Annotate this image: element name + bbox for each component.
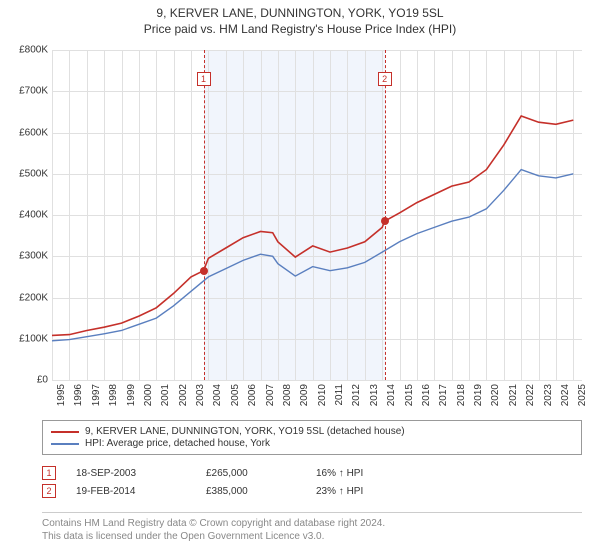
- sale-row: 2 19-FEB-2014 £385,000 23% ↑ HPI: [42, 484, 582, 498]
- x-axis-label: 2009: [299, 384, 310, 406]
- x-axis-label: 2004: [212, 384, 223, 406]
- x-axis-label: 2013: [369, 384, 380, 406]
- x-axis-label: 2008: [282, 384, 293, 406]
- y-axis-label: £400K: [0, 210, 48, 221]
- x-axis-label: 2021: [508, 384, 519, 406]
- x-axis-label: 2001: [160, 384, 171, 406]
- x-axis-label: 2006: [247, 384, 258, 406]
- sale-marker-dot: [381, 217, 389, 225]
- sale-delta: 23% ↑ HPI: [316, 486, 406, 497]
- sale-date: 19-FEB-2014: [76, 486, 186, 497]
- x-axis-label: 1999: [126, 384, 137, 406]
- x-axis-label: 2014: [386, 384, 397, 406]
- x-axis-label: 1995: [56, 384, 67, 406]
- x-axis-label: 2025: [577, 384, 588, 406]
- y-axis-label: £700K: [0, 86, 48, 97]
- footer-line2: This data is licensed under the Open Gov…: [42, 530, 582, 543]
- x-axis-label: 2005: [230, 384, 241, 406]
- sale-row-marker: 1: [42, 466, 56, 480]
- title-subtitle: Price paid vs. HM Land Registry's House …: [0, 22, 600, 36]
- sale-price: £265,000: [206, 468, 296, 479]
- legend-swatch: [51, 443, 79, 445]
- y-axis-label: £500K: [0, 168, 48, 179]
- sale-row-marker: 2: [42, 484, 56, 498]
- y-axis-label: £600K: [0, 127, 48, 138]
- y-axis-label: £200K: [0, 292, 48, 303]
- y-axis-label: £800K: [0, 45, 48, 56]
- sale-price: £385,000: [206, 486, 296, 497]
- title-address: 9, KERVER LANE, DUNNINGTON, YORK, YO19 5…: [0, 6, 600, 20]
- x-axis-label: 2017: [438, 384, 449, 406]
- x-axis-label: 2002: [178, 384, 189, 406]
- legend: 9, KERVER LANE, DUNNINGTON, YORK, YO19 5…: [42, 420, 582, 455]
- x-axis-label: 1997: [91, 384, 102, 406]
- x-axis-label: 1998: [108, 384, 119, 406]
- x-axis-label: 2022: [525, 384, 536, 406]
- sale-marker-dot: [200, 267, 208, 275]
- x-axis-label: 2023: [543, 384, 554, 406]
- x-axis-label: 2010: [317, 384, 328, 406]
- footer: Contains HM Land Registry data © Crown c…: [42, 512, 582, 543]
- legend-label: HPI: Average price, detached house, York: [85, 438, 270, 449]
- chart-title: 9, KERVER LANE, DUNNINGTON, YORK, YO19 5…: [0, 0, 600, 36]
- x-axis-label: 2016: [421, 384, 432, 406]
- gridline-h: [52, 380, 582, 381]
- y-axis-label: £100K: [0, 333, 48, 344]
- legend-label: 9, KERVER LANE, DUNNINGTON, YORK, YO19 5…: [85, 426, 405, 437]
- sale-marker-box: 2: [378, 72, 392, 86]
- sale-marker-box: 1: [197, 72, 211, 86]
- sale-delta: 16% ↑ HPI: [316, 468, 406, 479]
- x-axis-label: 2011: [334, 384, 345, 406]
- x-axis-label: 2007: [265, 384, 276, 406]
- footer-line1: Contains HM Land Registry data © Crown c…: [42, 517, 582, 530]
- price-chart: £0£100K£200K£300K£400K£500K£600K£700K£80…: [52, 50, 582, 380]
- x-axis-label: 2000: [143, 384, 154, 406]
- x-axis-label: 2018: [456, 384, 467, 406]
- x-axis-label: 2003: [195, 384, 206, 406]
- series-hpi: [52, 170, 573, 341]
- sale-date: 18-SEP-2003: [76, 468, 186, 479]
- legend-item: HPI: Average price, detached house, York: [51, 438, 573, 449]
- legend-item: 9, KERVER LANE, DUNNINGTON, YORK, YO19 5…: [51, 426, 573, 437]
- chart-lines: [52, 50, 582, 380]
- sale-row: 1 18-SEP-2003 £265,000 16% ↑ HPI: [42, 466, 582, 480]
- x-axis-label: 2024: [560, 384, 571, 406]
- sale-table: 1 18-SEP-2003 £265,000 16% ↑ HPI 2 19-FEB-201…: [42, 462, 582, 502]
- x-axis-label: 1996: [73, 384, 84, 406]
- legend-swatch: [51, 431, 79, 433]
- x-axis-label: 2012: [351, 384, 362, 406]
- x-axis-label: 2015: [404, 384, 415, 406]
- y-axis-label: £0: [0, 375, 48, 386]
- y-axis-label: £300K: [0, 251, 48, 262]
- x-axis-label: 2019: [473, 384, 484, 406]
- x-axis-label: 2020: [490, 384, 501, 406]
- series-property: [52, 116, 573, 335]
